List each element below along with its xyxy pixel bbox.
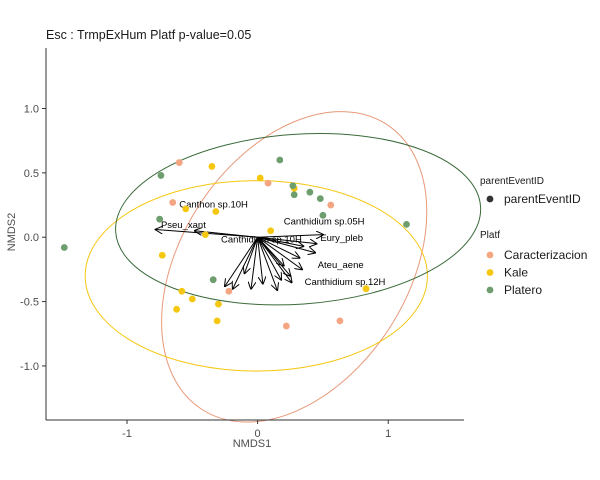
x-tick-label: -1 [122,428,132,440]
sample-points [60,156,410,330]
point-platero [157,172,165,179]
vector-arrow-18 [257,236,315,252]
point-platero [319,211,327,219]
point-platero [156,215,164,223]
x-tick-label: 1 [385,428,391,440]
vector-arrow-8 [225,236,259,286]
vector-arrow-4 [257,236,317,243]
axes: -1 0 1 1.0 0.5 0.0 -0.5 -1.0 [20,48,464,440]
chart-title: Esc : TrmpExHum Platf p-value=0.05 [46,28,251,42]
point-kale [267,227,275,235]
vector-arrow-10 [251,237,259,288]
legend-key-parenteventid [486,195,494,203]
vector-label: Canthon sp.10H [179,200,248,211]
vector-label: Pseu_xant [161,220,206,231]
point-kale [188,295,196,303]
point-platero [403,220,410,228]
ellipse-kale [84,180,428,372]
x-axis-title: NMDS1 [233,438,272,450]
vector-arrow-3 [257,235,323,238]
legend-title-platf: Platf [480,230,500,241]
legend-label-parenteventid: parentEventID [504,192,581,206]
point-kale [173,305,181,313]
point-platero [306,188,314,196]
point-platero [60,244,68,251]
vector-label: Eury_pleb [320,233,363,244]
legend-key-kale [486,269,494,276]
point-kale [256,174,264,182]
y-tick-label: -1.0 [20,361,39,373]
vector-label: Canthidium sp.10H [221,234,302,245]
vector-arrow-6 [257,236,302,269]
point-kale [201,231,209,239]
confidence-ellipses [84,111,482,423]
point-kale [178,287,186,295]
legend-label-caracterizacion: Caracterizacion [504,248,587,262]
vector-arrow-12 [257,237,278,290]
y-tick-label: 0.5 [24,168,39,180]
point-platero [290,191,298,199]
point-kale [158,251,166,259]
y-tick-label: 0.0 [24,232,39,244]
vector-label: Canthidium sp.05H [284,216,365,227]
legend-key-caracterizacion [486,251,494,259]
y-tick-label: -0.5 [20,297,39,309]
point-kale [212,208,220,215]
vector-arrow-11 [257,237,263,283]
point-platero [289,182,297,190]
point-caracterizacion [169,199,177,206]
x-tick-label: 0 [255,428,261,440]
point-caracterizacion [225,287,233,295]
point-kale [215,300,222,308]
vector-arrow-17 [245,237,259,273]
vector-arrow-9 [233,237,259,288]
point-kale [362,285,370,293]
ellipse-platero [115,132,482,306]
legend-label-kale: Kale [504,266,528,280]
point-caracterizacion [264,179,272,187]
vector-label: Canthidium sp.12H [305,277,386,288]
y-axis-title: NMDS2 [6,213,18,252]
vector-arrow-16 [257,236,284,265]
point-platero [276,156,284,164]
vector-label: Ateu_aene [318,260,364,271]
legend-label-platero: Platero [504,283,542,297]
point-kale [182,205,190,213]
legend-key-platero [486,286,494,294]
legend: parentEventID parentEventID Platf Caracteri… [480,176,587,297]
point-caracterizacion [282,322,290,330]
y-tick-label: 1.0 [24,103,39,115]
point-caracterizacion [336,317,344,325]
point-platero [316,195,324,203]
point-caracterizacion [327,201,335,209]
ellipse-caracterizacion [161,111,428,423]
vector-arrow-13 [257,236,282,279]
vector-arrow-5 [257,236,304,246]
point-kale [213,317,221,325]
legend-title-parenteventid: parentEventID [480,176,544,187]
species-vectors: Canthon sp.10H Pseu_xant Canthidium sp.05H… [156,200,386,290]
point-caracterizacion [175,159,183,166]
point-kale [208,163,216,170]
point-platero [209,276,217,284]
vector-arrow-14 [257,236,300,258]
